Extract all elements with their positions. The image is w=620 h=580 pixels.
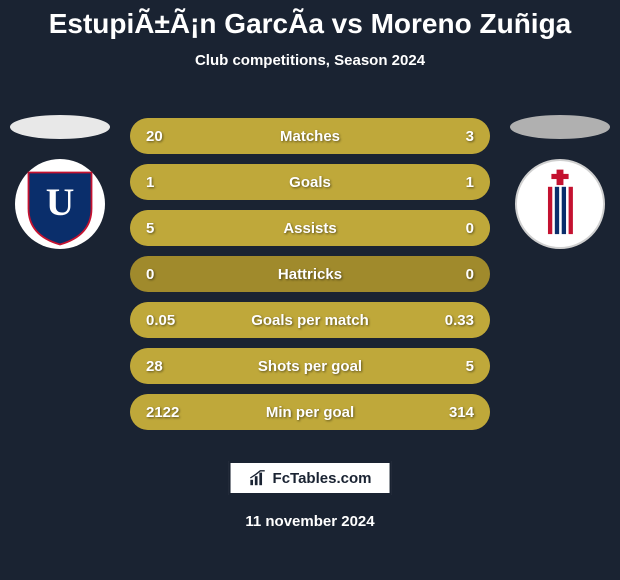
brand-box[interactable]: FcTables.com bbox=[229, 461, 392, 495]
stat-label: Min per goal bbox=[130, 404, 490, 421]
subtitle: Club competitions, Season 2024 bbox=[0, 52, 620, 69]
stat-label: Assists bbox=[130, 220, 490, 237]
stat-row: 11Goals bbox=[130, 164, 490, 200]
left-team-logo: U bbox=[15, 159, 105, 249]
page-title: EstupiÃ±Ã¡n GarcÃ­a vs Moreno Zuñiga bbox=[0, 0, 620, 40]
stat-row: 203Matches bbox=[130, 118, 490, 154]
stat-label: Shots per goal bbox=[130, 358, 490, 375]
right-ellipse bbox=[510, 115, 610, 139]
date-text: 11 november 2024 bbox=[0, 513, 620, 530]
stat-row: 0.050.33Goals per match bbox=[130, 302, 490, 338]
stat-label: Matches bbox=[130, 128, 490, 145]
chart-icon bbox=[249, 469, 267, 487]
stat-row: 285Shots per goal bbox=[130, 348, 490, 384]
stats-area: 203Matches 11Goals 50Assists 00Hattricks 0.0… bbox=[130, 118, 490, 440]
left-team-area: U bbox=[0, 115, 120, 249]
brand-label: FcTables.com bbox=[273, 470, 372, 487]
right-team-logo bbox=[515, 159, 605, 249]
left-ellipse bbox=[10, 115, 110, 139]
stat-row: 00Hattricks bbox=[130, 256, 490, 292]
stat-label: Goals per match bbox=[130, 312, 490, 329]
right-team-area bbox=[500, 115, 620, 249]
stat-label: Hattricks bbox=[130, 266, 490, 283]
stat-row: 2122314Min per goal bbox=[130, 394, 490, 430]
stat-row: 50Assists bbox=[130, 210, 490, 246]
stat-label: Goals bbox=[130, 174, 490, 191]
svg-text:U: U bbox=[46, 180, 75, 224]
